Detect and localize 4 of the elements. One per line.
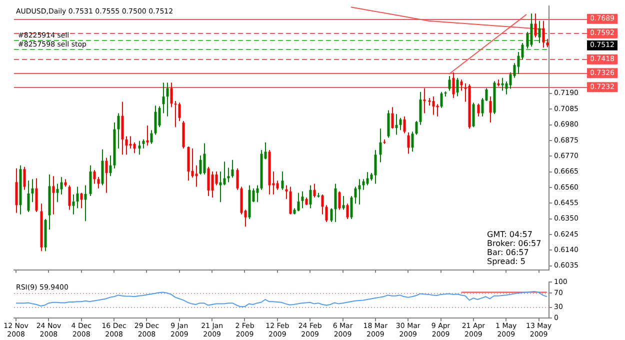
annotation: Broker: 06:57 bbox=[487, 238, 542, 248]
annotation: GMT: 04:57 bbox=[487, 230, 532, 239]
annotation: Bar: 06:57 bbox=[487, 248, 529, 257]
annotation: Spread: 5 bbox=[487, 256, 526, 266]
